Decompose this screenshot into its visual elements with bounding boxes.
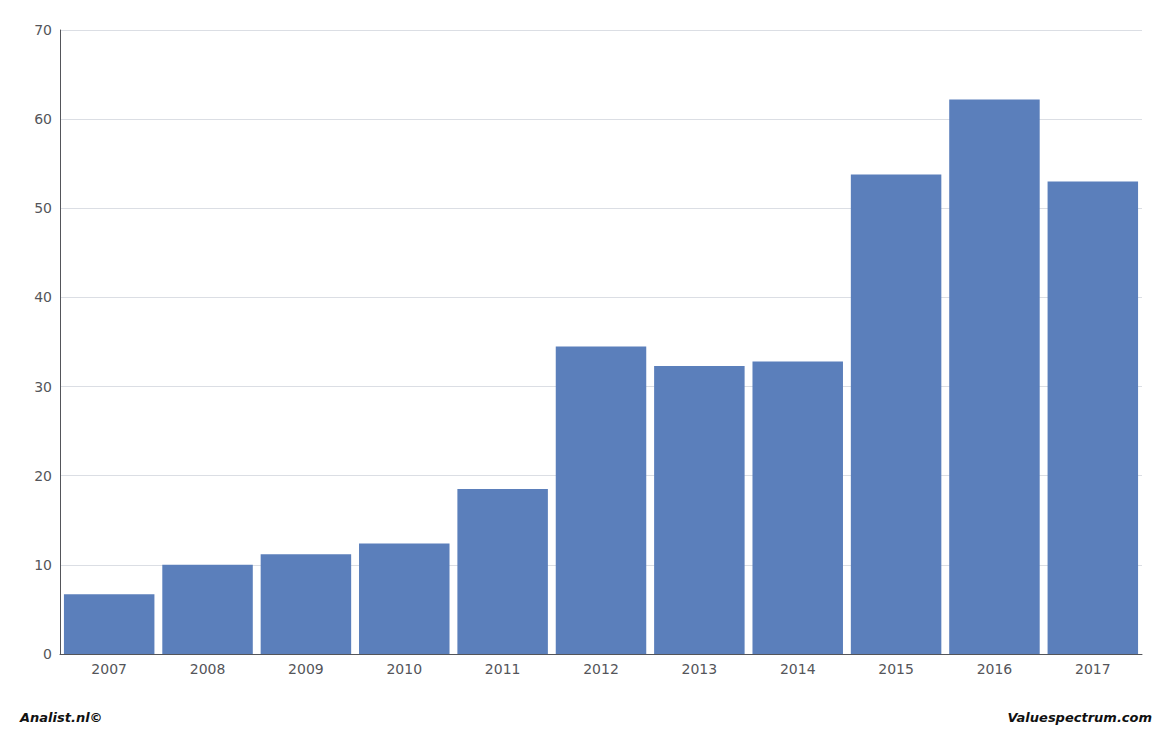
- svg-text:2014: 2014: [780, 661, 816, 677]
- svg-text:20: 20: [34, 468, 52, 484]
- svg-text:2007: 2007: [91, 661, 127, 677]
- svg-text:2012: 2012: [583, 661, 619, 677]
- svg-text:2011: 2011: [485, 661, 521, 677]
- svg-text:2010: 2010: [386, 661, 422, 677]
- svg-text:10: 10: [34, 557, 52, 573]
- svg-text:Valuespectrum.com: Valuespectrum.com: [1008, 710, 1152, 725]
- svg-text:2016: 2016: [977, 661, 1013, 677]
- svg-text:2017: 2017: [1075, 661, 1111, 677]
- svg-text:70: 70: [34, 22, 52, 38]
- svg-text:Analist.nl©: Analist.nl©: [19, 710, 103, 725]
- svg-text:60: 60: [34, 111, 52, 127]
- svg-text:2013: 2013: [682, 661, 718, 677]
- svg-text:50: 50: [34, 200, 52, 216]
- svg-text:2008: 2008: [190, 661, 226, 677]
- svg-text:2015: 2015: [878, 661, 914, 677]
- svg-text:0: 0: [43, 646, 52, 662]
- svg-text:40: 40: [34, 289, 52, 305]
- svg-text:30: 30: [34, 379, 52, 395]
- svg-text:2009: 2009: [288, 661, 324, 677]
